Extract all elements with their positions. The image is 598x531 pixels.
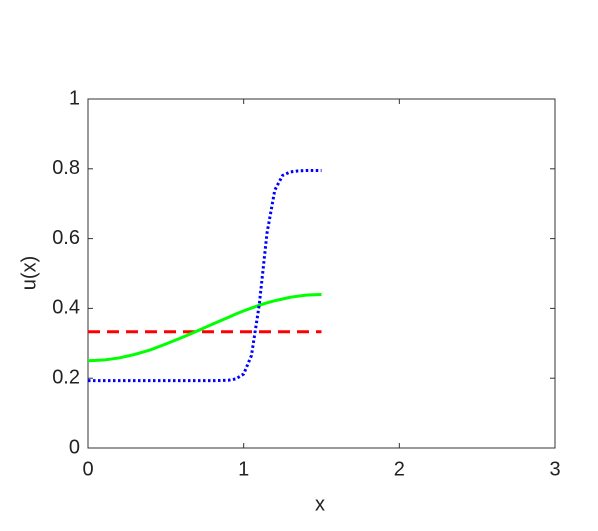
x-tick-label: 3 bbox=[549, 458, 560, 480]
y-tick-label: 0.4 bbox=[52, 297, 80, 319]
data-line bbox=[88, 169, 322, 383]
y-axis-label: u(x) bbox=[18, 256, 40, 290]
y-tick-label: 0 bbox=[69, 436, 80, 458]
x-tick-label: 0 bbox=[82, 458, 93, 480]
y-tick-label: 0.2 bbox=[52, 366, 80, 388]
x-axis-label: x bbox=[315, 493, 325, 515]
x-tick-label: 2 bbox=[394, 458, 405, 480]
x-tick-label: 1 bbox=[238, 458, 249, 480]
y-tick-label: 0.6 bbox=[52, 227, 80, 249]
data-line bbox=[87, 292, 322, 363]
y-tick-label: 0.8 bbox=[52, 157, 80, 179]
plot-frame bbox=[87, 98, 556, 449]
y-tick-label: 1 bbox=[69, 87, 80, 109]
